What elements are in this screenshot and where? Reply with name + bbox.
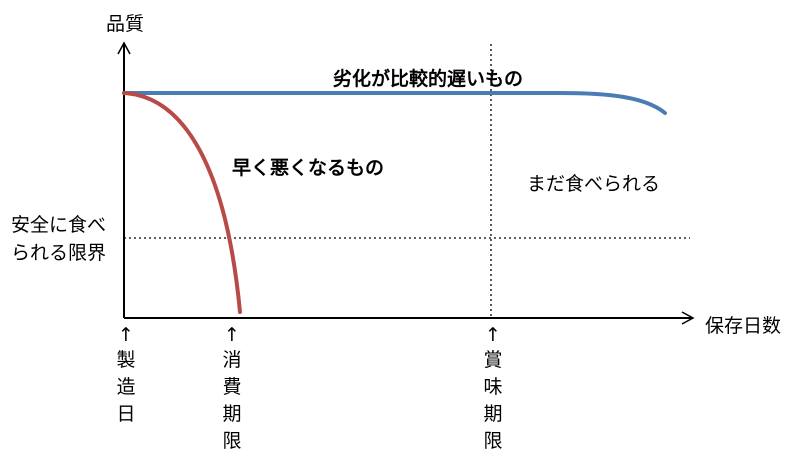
y-axis-label: 品質 [106,13,145,35]
fast-degrade-curve [122,91,242,314]
safety-limit-label-line1: 安全に食べ [11,214,107,236]
safety-limit-label-line2: られる限界 [11,242,107,264]
fast-degrade-label: 早く悪くなるもの [232,157,385,179]
slow-degrade-curve [122,91,667,115]
manufacture-date-arrow: ↑ [118,324,134,346]
consume-by-label: 消費期限 [222,349,242,452]
y-axis-arrowhead [117,41,131,55]
best-before-label: 賞味期限 [483,349,503,452]
x-axis-label: 保存日数 [705,315,782,337]
best-before-arrow: ↑ [485,324,501,346]
consume-by-arrow: ↑ [224,324,240,346]
manufacture-date-label: 製造日 [116,349,136,425]
still-edible-label: まだ食べられる [527,173,661,195]
x-axis-arrowhead [681,311,695,325]
slow-degrade-label: 劣化が比較的遅いもの [333,68,524,90]
